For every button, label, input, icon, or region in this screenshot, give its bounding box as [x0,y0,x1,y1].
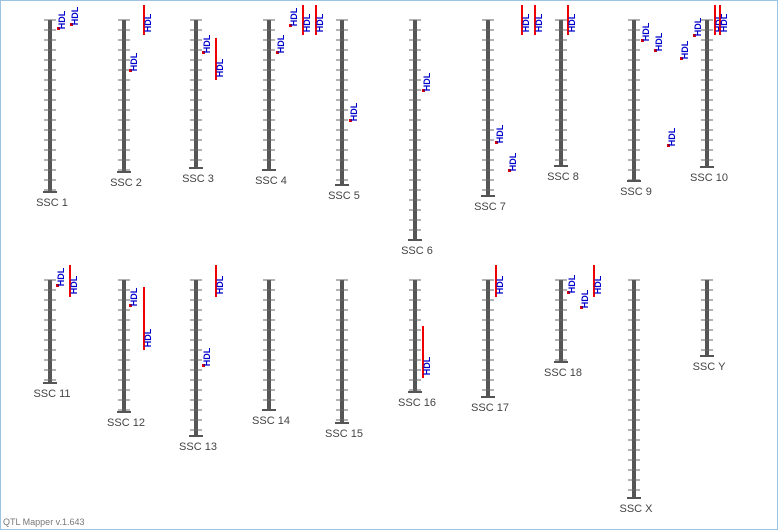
qtl-label: HDL [202,34,212,53]
qtl-marker [70,23,73,26]
qtl-label: HDL [70,6,80,25]
qtl-label: HDL [422,356,432,375]
chromosome-label: SSC 1 [36,197,68,209]
chromosome [559,20,563,166]
chromosome-label: SSC 12 [107,417,145,429]
chromosome-label: SSC 14 [252,415,290,427]
qtl-label: HDL [567,13,577,32]
chromosome [48,20,52,192]
chromosome [705,280,709,356]
qtl-marker [202,364,205,367]
qtl-label: HDL [719,13,729,32]
chromosome-label: SSC 8 [547,171,579,183]
qtl-label: HDL [276,34,286,53]
qtl-label: HDL [495,124,505,143]
chromosome [194,20,198,168]
chromosome [486,280,490,397]
qtl-marker [641,39,644,42]
chromosome [267,280,271,410]
qtl-label: HDL [302,13,312,32]
qtl-label: HDL [534,13,544,32]
qtl-marker [495,141,498,144]
chromosome [632,280,636,498]
qtl-marker [276,51,279,54]
chromosome [48,280,52,383]
chromosome [267,20,271,170]
qtl-marker [508,169,511,172]
chromosome [559,280,563,362]
qtl-marker [57,27,60,30]
qtl-label: HDL [215,275,225,294]
qtl-label: HDL [495,275,505,294]
chromosome-label: SSC 17 [471,402,509,414]
qtl-marker [56,284,59,287]
chromosome-label: SSC 18 [544,367,582,379]
chromosome [122,20,126,172]
qtl-label: HDL [289,7,299,26]
chromosome-label: SSC 6 [401,245,433,257]
chromosome-label: SSC 5 [328,190,360,202]
chromosome-label: SSC 15 [325,428,363,440]
qtl-marker [667,144,670,147]
qtl-label: HDL [56,267,66,286]
qtl-label: HDL [641,22,651,41]
qtl-label: HDL [521,13,531,32]
qtl-marker [654,49,657,52]
chromosome-label: SSC 9 [620,186,652,198]
chromosome-label: SSC 7 [474,201,506,213]
chromosome-label: SSC 16 [398,397,436,409]
qtl-marker [129,304,132,307]
chromosome-label: SSC X [619,503,653,515]
chromosome-label: SSC 13 [179,441,217,453]
qtl-marker [680,57,683,60]
qtl-label: HDL [593,275,603,294]
chromosome [122,280,126,412]
chromosome-label: SSC Y [693,361,726,373]
chromosome-label: SSC 10 [690,172,728,184]
chromosome-label: SSC 3 [182,173,214,185]
qtl-label: HDL [69,275,79,294]
qtl-label: HDL [349,102,359,121]
qtl-label: HDL [57,10,67,29]
qtl-label: HDL [508,152,518,171]
qtl-marker [567,291,570,294]
qtl-label: HDL [215,58,225,77]
chromosome [705,20,709,167]
chromosome [413,280,417,392]
qtl-label: HDL [129,52,139,71]
qtl-label: HDL [567,274,577,293]
qtl-label: HDL [693,17,703,36]
qtl-label: HDL [202,347,212,366]
qtl-marker [580,306,583,309]
qtl-label: HDL [129,287,139,306]
qtl-label: HDL [315,13,325,32]
qtl-label: HDL [143,328,153,347]
chromosome [340,20,344,185]
chromosome [486,20,490,196]
footer: QTL Mapper v.1.643 [3,517,85,527]
chromosome-label: SSC 2 [110,177,142,189]
qtl-label: HDL [580,289,590,308]
qtl-marker [349,119,352,122]
chromosome [340,280,344,423]
chromosome [194,280,198,436]
qtl-marker [693,34,696,37]
qtl-marker [202,51,205,54]
qtl-label: HDL [667,127,677,146]
qtl-label: HDL [680,40,690,59]
qtl-label: HDL [422,72,432,91]
qtl-marker [129,69,132,72]
chromosome-label: SSC 4 [255,175,287,187]
chromosome-label: SSC 11 [33,388,70,400]
qtl-label: HDL [143,13,153,32]
qtl-label: HDL [654,32,664,51]
qtl-marker [422,89,425,92]
qtl-marker [289,24,292,27]
